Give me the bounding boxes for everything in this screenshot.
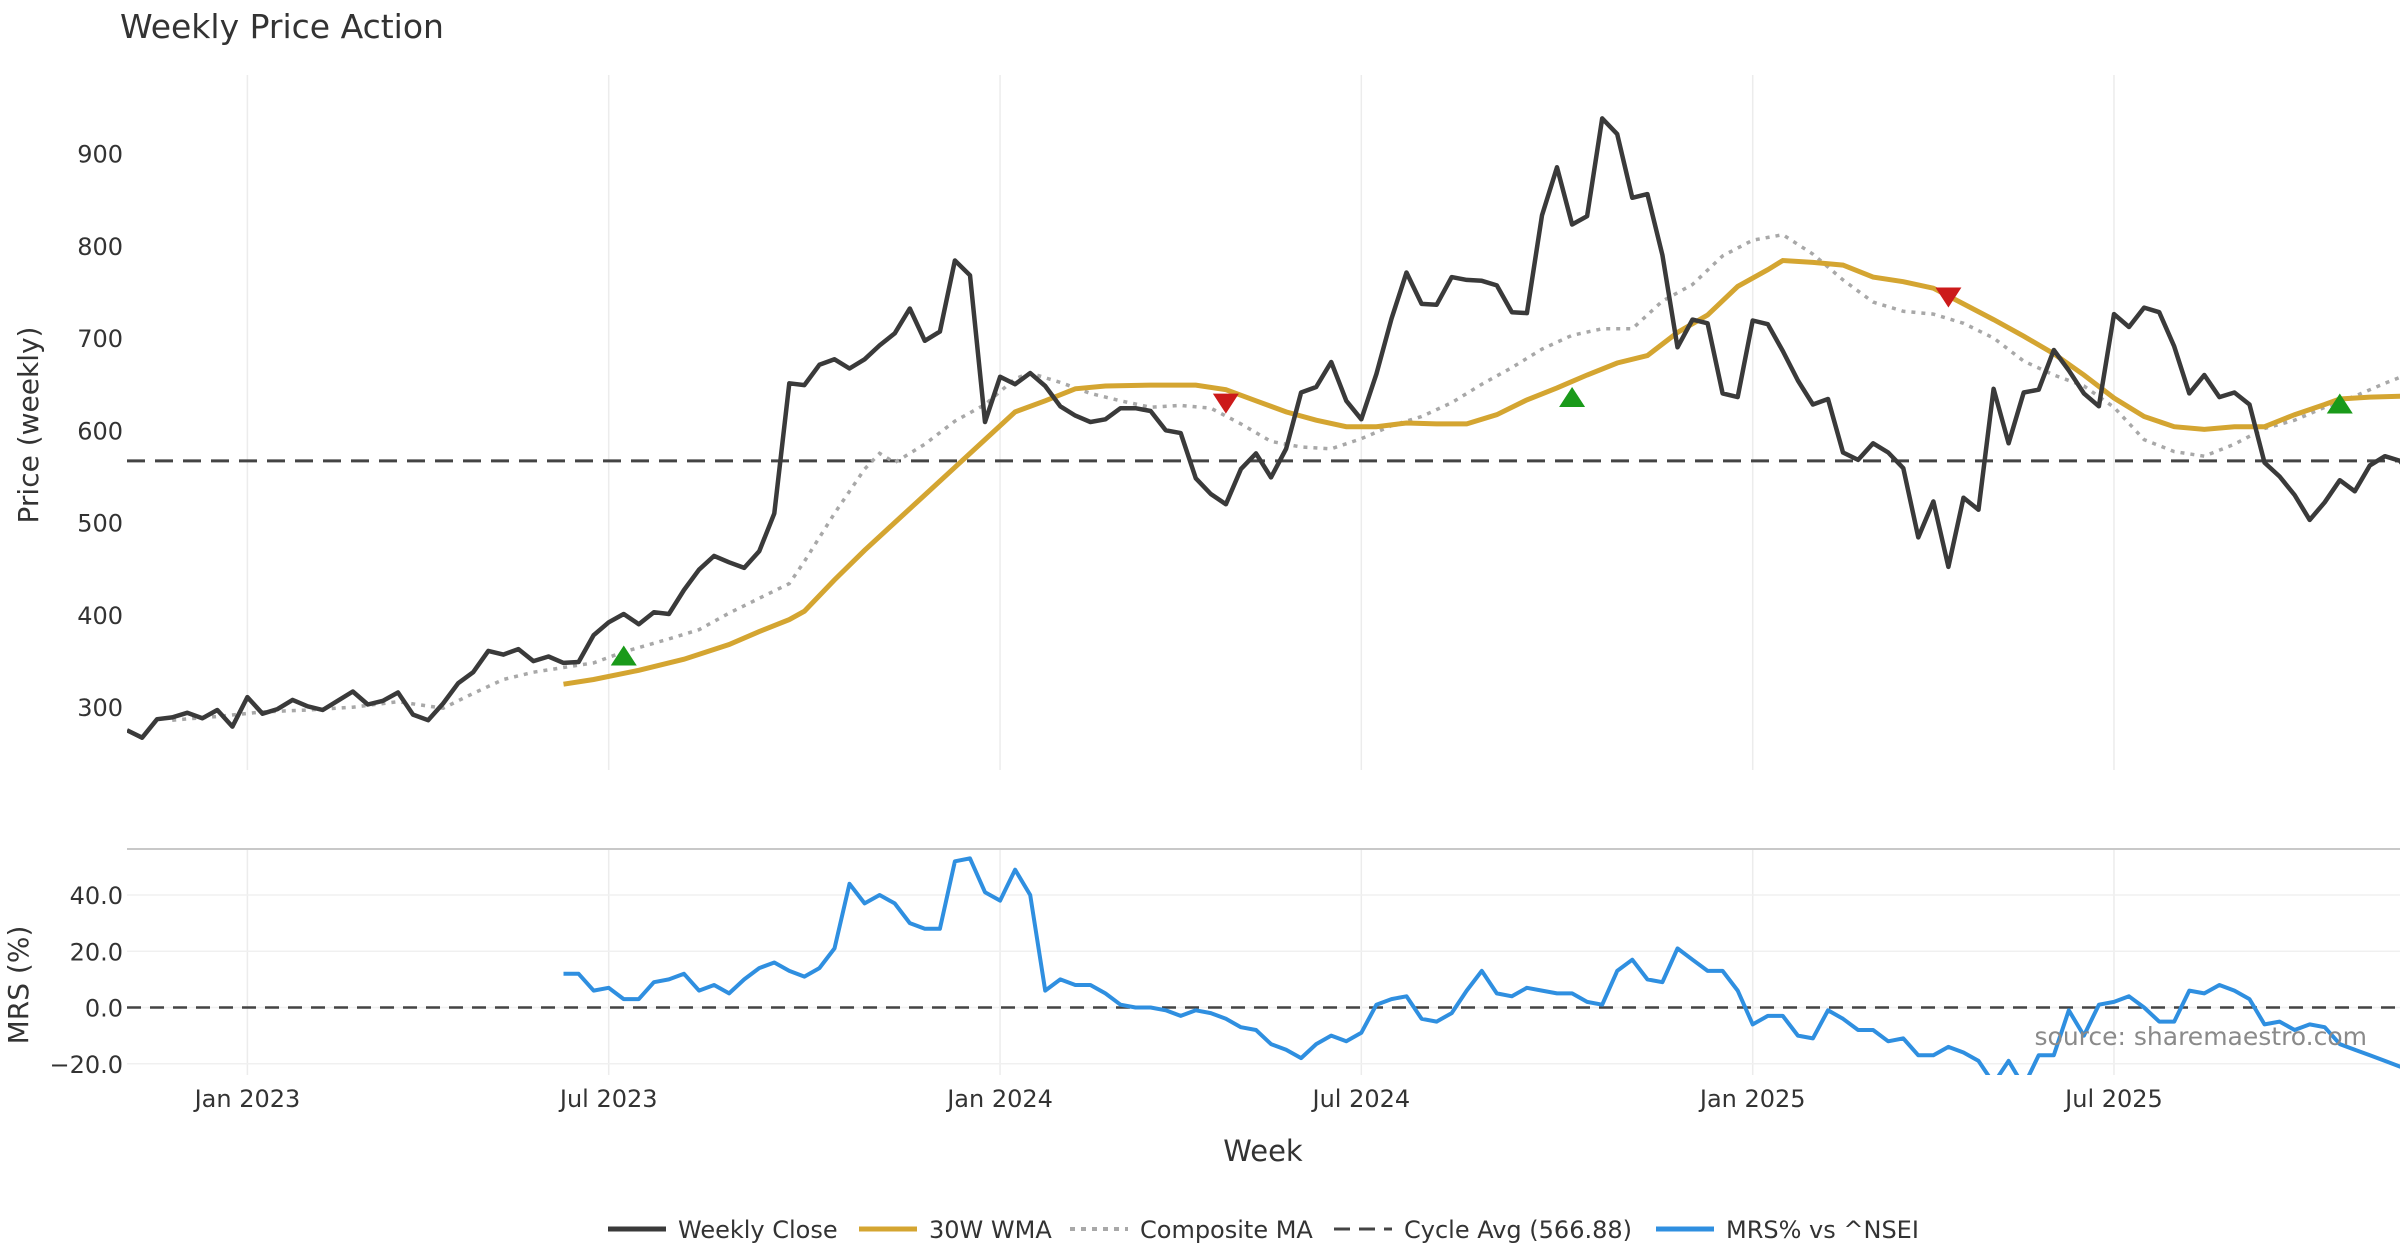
bottom-y-tick-label: 40.0 <box>70 882 123 910</box>
sell-signal-marker <box>1935 287 1962 308</box>
top-y-tick-label: 600 <box>77 417 123 445</box>
x-tick-label: Jul 2025 <box>2063 1085 2163 1113</box>
mrs-line <box>563 856 2400 1075</box>
legend-label: Cycle Avg (566.88) <box>1404 1216 1632 1244</box>
top-y-tick-label: 400 <box>77 602 123 630</box>
source-annotation: source: sharemaestro.com <box>2035 1022 2368 1051</box>
x-tick-label: Jan 2025 <box>1698 1085 1806 1113</box>
bottom-y-tick-label: −20.0 <box>49 1051 123 1079</box>
buy-signal-marker <box>610 645 637 666</box>
x-axis-label: Week <box>1223 1134 1303 1168</box>
bottom-y-axis-label: MRS (%) <box>2 926 35 1045</box>
weekly-close-line <box>127 116 2400 740</box>
top-y-axis-label: Price (weekly) <box>12 327 45 524</box>
top-y-tick-label: 300 <box>77 694 123 722</box>
bottom-y-tick-label: 0.0 <box>85 995 123 1023</box>
bottom-y-tick-label: 20.0 <box>70 938 123 966</box>
legend-label: Weekly Close <box>678 1216 838 1244</box>
top-y-tick-label: 800 <box>77 233 123 261</box>
composite-ma-line <box>172 232 2400 722</box>
sell-signal-marker <box>1212 393 1239 414</box>
x-tick-label: Jan 2024 <box>945 1085 1053 1113</box>
buy-signal-marker <box>2326 393 2353 414</box>
x-tick-label: Jul 2023 <box>558 1085 658 1113</box>
x-tick-label: Jul 2024 <box>1311 1085 1411 1113</box>
bottom-y-tick-labels: −20.0 0.0 20.0 40.0 <box>49 882 123 1079</box>
x-tick-label: Jan 2023 <box>193 1085 301 1113</box>
legend: Weekly Close 30W WMA Composite MA Cycle Avg… <box>608 1216 1919 1244</box>
top-y-tick-label: 500 <box>77 510 123 538</box>
signal-markers <box>610 287 2353 666</box>
legend-label: Composite MA <box>1140 1216 1313 1244</box>
legend-label: 30W WMA <box>929 1216 1052 1244</box>
legend-label: MRS% vs ^NSEI <box>1726 1216 1919 1244</box>
top-y-tick-label: 900 <box>77 140 123 168</box>
buy-signal-marker <box>1559 387 1586 408</box>
top-y-tick-label: 700 <box>77 325 123 353</box>
wma-30w-line <box>563 257 2400 687</box>
x-tick-labels: Jan 2023 Jul 2023 Jan 2024 Jul 2024 Jan 2025… <box>193 1085 2163 1113</box>
chart-title: Weekly Price Action <box>120 7 444 46</box>
top-y-tick-labels: 300 400 500 600 700 800 900 <box>77 140 123 722</box>
